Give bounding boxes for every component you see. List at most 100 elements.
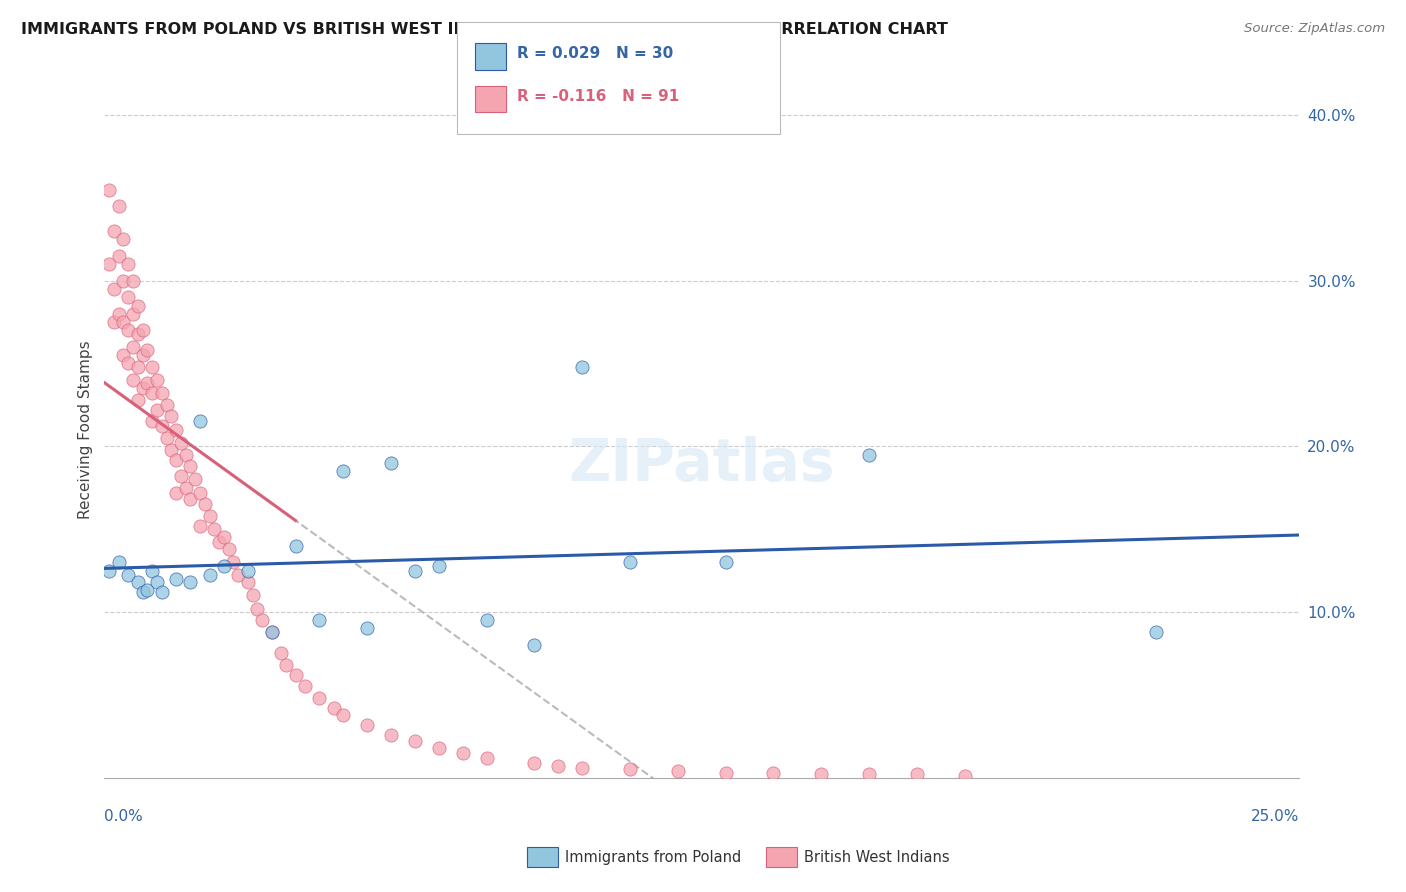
Point [356,717,378,731]
Point [103,224,125,238]
Point [122,307,145,321]
Point [141,414,163,428]
Point [260,624,283,639]
Point [112,348,135,362]
Point [475,613,498,627]
Point [146,373,169,387]
Point [103,315,125,329]
Point [188,414,211,428]
Point [198,508,221,523]
Point [810,767,832,781]
Point [179,492,201,507]
Point [155,398,177,412]
Point [107,307,129,321]
Point [404,564,426,578]
Point [475,750,498,764]
Point [98,183,121,197]
Point [127,392,149,407]
Point [571,761,593,775]
Text: 25.0%: 25.0% [1251,809,1299,824]
Point [146,402,169,417]
Point [112,315,135,329]
Point [165,423,187,437]
Text: R = -0.116   N = 91: R = -0.116 N = 91 [517,89,679,103]
Point [260,624,283,639]
Point [270,646,292,660]
Point [905,767,928,781]
Point [308,691,330,706]
Point [117,323,139,337]
Point [212,530,235,544]
Point [208,535,231,549]
Point [294,680,316,694]
Point [714,555,737,569]
Point [547,759,569,773]
Point [666,764,689,778]
Point [165,485,187,500]
Point [194,497,217,511]
Point [112,232,135,246]
Point [170,436,193,450]
Point [953,769,976,783]
Point [160,442,183,457]
Point [117,290,139,304]
Point [170,469,193,483]
Point [322,701,344,715]
Point [107,199,129,213]
Point [174,481,197,495]
Point [136,583,159,598]
Point [404,734,426,748]
Point [308,613,330,627]
Point [174,448,197,462]
Point [236,564,259,578]
Point [226,568,249,582]
Point [242,588,264,602]
Point [212,558,235,573]
Text: ZIPatlas: ZIPatlas [568,436,835,493]
Point [150,386,173,401]
Point [619,762,641,776]
Text: 0.0%: 0.0% [104,809,143,824]
Point [380,727,402,741]
Point [179,575,201,590]
Text: British West Indians: British West Indians [804,850,950,864]
Point [117,356,139,370]
Point [127,326,149,341]
Point [150,419,173,434]
Point [714,765,737,780]
Point [131,585,153,599]
Point [98,564,121,578]
Point [188,518,211,533]
Point [122,373,145,387]
Point [762,765,785,780]
Point [165,452,187,467]
Point [380,456,402,470]
Point [1144,624,1167,639]
Point [146,575,169,590]
Point [427,740,450,755]
Point [127,575,149,590]
Point [155,431,177,445]
Point [236,575,259,590]
Text: Source: ZipAtlas.com: Source: ZipAtlas.com [1244,22,1385,36]
Point [198,568,221,582]
Point [160,409,183,424]
Point [250,613,273,627]
Point [122,340,145,354]
Point [858,767,880,781]
Point [127,359,149,374]
Point [356,622,378,636]
Point [103,282,125,296]
Text: IMMIGRANTS FROM POLAND VS BRITISH WEST INDIAN RECEIVING FOOD STAMPS CORRELATION : IMMIGRANTS FROM POLAND VS BRITISH WEST I… [21,22,948,37]
Point [107,555,129,569]
Point [523,638,546,652]
Point [122,274,145,288]
Point [332,707,354,722]
Point [107,249,129,263]
Point [188,485,211,500]
Point [218,541,240,556]
Point [222,555,245,569]
Point [523,756,546,770]
Point [141,359,163,374]
Point [141,386,163,401]
